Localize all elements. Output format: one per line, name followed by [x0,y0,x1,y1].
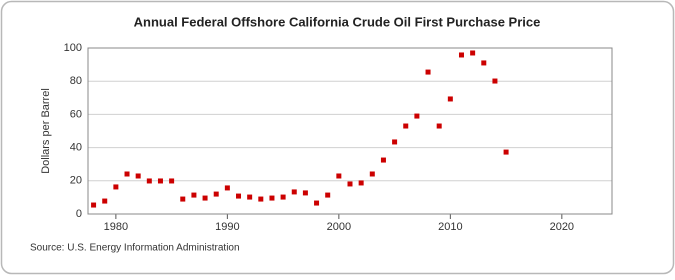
y-tick-label: 40 [70,142,82,154]
point [213,191,219,197]
y-tick-label: 80 [70,75,82,87]
x-tick-label: 1980 [104,221,128,233]
x-tick-label: 2000 [327,221,351,233]
point [157,178,163,184]
point [325,192,331,198]
x-tick-label: 1990 [215,221,239,233]
plot-area [87,47,613,215]
point [102,198,108,204]
y-axis-label: Dollars per Barrel [40,88,52,174]
point [380,157,386,163]
point [191,192,197,198]
point [180,196,186,202]
y-tick-label: 60 [70,108,82,120]
point [425,69,431,75]
y-tick-label: 100 [64,42,82,54]
point [492,78,498,84]
point [436,123,442,129]
x-tick-label: 2020 [550,221,574,233]
point [314,200,320,206]
point [414,113,420,119]
point [336,173,342,179]
point [470,50,476,56]
point [135,173,141,179]
point [347,181,353,187]
point [358,180,364,186]
point [202,195,208,201]
source-note: Source: U.S. Energy Information Administ… [30,243,240,254]
point [169,178,175,184]
point [458,52,464,58]
point [247,194,253,200]
point [481,60,487,66]
point [146,178,152,184]
y-tick-label: 0 [76,208,82,220]
point [280,194,286,200]
chart-title: Annual Federal Offshore California Crude… [134,14,541,29]
point [113,184,119,190]
point [302,190,308,196]
point [447,96,453,102]
point [503,149,509,155]
point [258,196,264,202]
point [224,185,230,191]
point [403,123,409,129]
y-tick-label: 20 [70,175,82,187]
point [269,195,275,201]
point [91,202,97,208]
point [236,193,242,199]
point [392,139,398,145]
point [291,189,297,195]
x-tick-label: 2010 [438,221,462,233]
point [369,171,375,177]
point [124,171,130,177]
